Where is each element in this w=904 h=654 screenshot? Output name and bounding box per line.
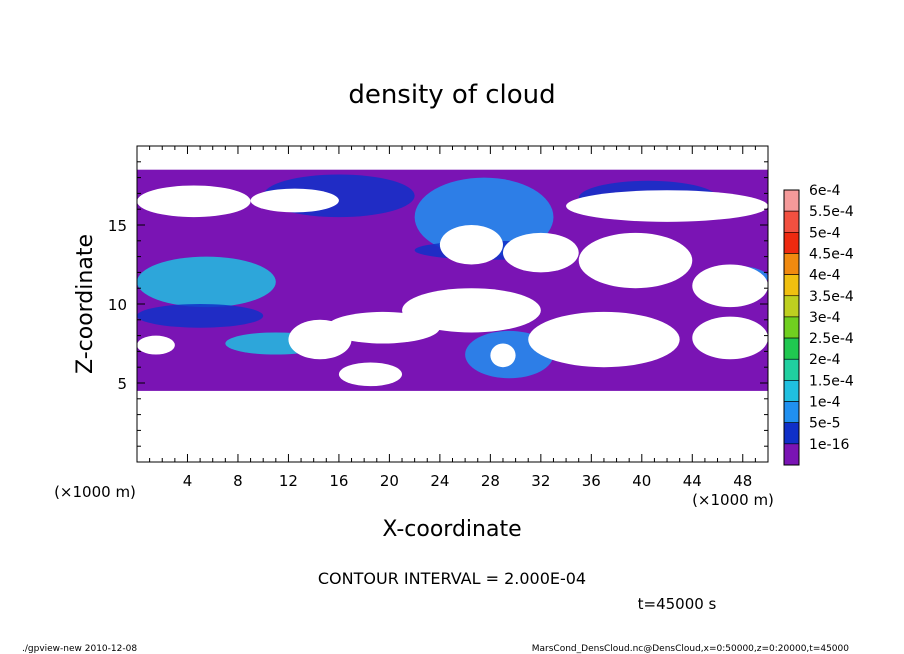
x-tick-label-12: 12 [279,472,298,490]
clear-region-5 [578,232,693,289]
colorbar-label-1: 5.5e-4 [809,204,854,220]
y-tick-label-10: 10 [108,296,127,314]
x-tick-label-28: 28 [481,472,500,490]
clear-region-4 [502,232,579,273]
x-unit-right: (×1000 m) [692,491,774,509]
chart-title: density of cloud [348,80,555,110]
colorbar-swatch-7 [783,337,800,360]
clear-region-3 [439,225,503,265]
colorbar-swatch-8 [783,358,800,381]
colorbar-frame [783,189,800,466]
x-tick-label-16: 16 [329,472,348,490]
colorbar-label-2: 5e-4 [809,225,841,241]
colorbar-label-9: 1.5e-4 [809,373,854,389]
clear-region-13 [338,362,403,387]
colorbar-swatch-9 [783,380,800,402]
colorbar-label-11: 5e-5 [809,416,840,432]
y-axis-label: Z-coordinate [73,234,98,374]
clear-region-8 [326,311,440,344]
footer-left: ./gpview-new 2010-12-08 [22,644,137,654]
colorbar-swatch-11 [783,422,800,445]
colorbar-swatch-1 [783,210,800,233]
colorbar-swatch-2 [783,232,800,254]
x-tick-label-44: 44 [683,472,702,490]
clear-region-14 [490,343,516,368]
x-tick-label-40: 40 [632,472,651,490]
colorbar-swatch-5 [783,295,800,318]
y-tick-label-5: 5 [117,375,127,393]
clear-region-0 [137,185,251,218]
x-tick-label-24: 24 [430,472,449,490]
colorbar-swatch-10 [783,401,800,423]
footer-right: MarsCond_DensCloud.nc@DensCloud,x=0:5000… [532,644,849,654]
colorbar: 6e-4 5.5e-4 5e-4 4.5e-4 4e-4 3.5e-4 3e-4 2.5e-4… [783,183,854,466]
clear-region-7 [402,288,541,333]
colorbar-swatch-0 [783,189,800,212]
x-tick-label-8: 8 [233,472,243,490]
x-tick-label-36: 36 [582,472,601,490]
colorbar-swatch-4 [783,274,800,297]
clear-region-6 [692,264,768,308]
colorbar-label-8: 2e-4 [809,352,841,368]
contour-interval: CONTOUR INTERVAL = 2.000E-04 [318,569,586,588]
x-tick-label-32: 32 [531,472,550,490]
clear-region-1 [250,188,339,213]
colorbar-label-12: 1e-16 [809,437,849,453]
colorbar-swatch-12 [783,443,800,466]
x-tick-label-20: 20 [380,472,399,490]
colorbar-label-4: 4e-4 [809,268,841,284]
colorbar-label-5: 3.5e-4 [809,289,854,305]
clear-region-10 [692,316,768,360]
y-tick-label-15: 15 [108,217,127,235]
clear-region-12 [137,335,175,355]
colorbar-swatch-3 [783,253,800,275]
dense-region-7 [137,304,264,328]
colorbar-label-3: 4.5e-4 [809,246,854,262]
time-label: t=45000 s [638,595,717,613]
plot-area [137,169,768,391]
x-tick-label-48: 48 [733,472,752,490]
dense-region-3 [137,256,276,308]
y-axis-ticks: 5 10 15 [108,161,768,447]
x-unit-left: (×1000 m) [54,483,136,501]
colorbar-label-6: 3e-4 [809,310,841,326]
colorbar-label-10: 1e-4 [809,395,841,411]
clear-region-2 [566,190,768,222]
colorbar-swatch-6 [783,316,800,339]
x-axis-label: X-coordinate [382,517,521,542]
x-tick-label-4: 4 [183,472,193,490]
x-axis-ticks: 4 8 12 16 20 24 28 32 36 40 44 48 [149,146,756,490]
colorbar-label-0: 6e-4 [809,183,841,199]
clear-region-11 [288,319,352,360]
colorbar-label-7: 2.5e-4 [809,331,854,347]
clear-region-9 [528,311,680,368]
